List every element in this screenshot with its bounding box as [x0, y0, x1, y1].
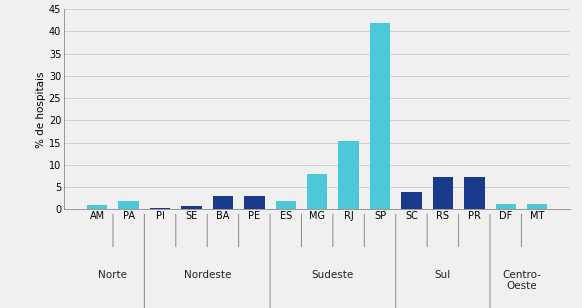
Bar — [150, 208, 171, 209]
Bar — [527, 204, 547, 209]
Text: Centro-
Oeste: Centro- Oeste — [502, 270, 541, 291]
Bar — [87, 205, 108, 209]
Bar — [401, 192, 422, 209]
Bar — [307, 174, 328, 209]
Text: Nordeste: Nordeste — [183, 270, 231, 279]
Bar — [432, 177, 453, 209]
Bar — [244, 196, 265, 209]
Text: Sul: Sul — [435, 270, 451, 279]
Bar — [182, 206, 202, 209]
Text: Sudeste: Sudeste — [312, 270, 354, 279]
Bar — [212, 196, 233, 209]
Bar — [338, 141, 359, 209]
Bar — [370, 22, 391, 209]
Bar — [495, 204, 516, 209]
Text: Norte: Norte — [98, 270, 127, 279]
Bar — [119, 201, 139, 209]
Y-axis label: % de hospitais: % de hospitais — [36, 71, 46, 148]
Bar — [464, 177, 484, 209]
Bar — [275, 201, 296, 209]
